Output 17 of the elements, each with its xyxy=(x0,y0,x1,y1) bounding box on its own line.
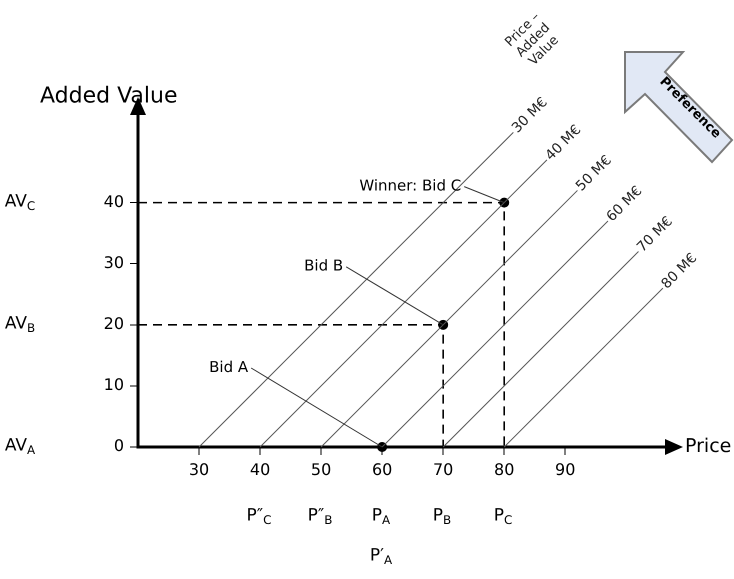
x-axis-title: Price xyxy=(685,434,732,457)
annotation: Winner: Bid C xyxy=(359,176,462,195)
x-tick-label: 90 xyxy=(555,460,576,480)
x-tick-label: 60 xyxy=(372,460,392,480)
y-tick-label: 40 xyxy=(104,192,124,211)
x-tick-label: 30 xyxy=(188,460,210,480)
y-tick-label: 20 xyxy=(104,314,124,333)
y-tick-label: 30 xyxy=(104,252,124,272)
x-tick-label: 80 xyxy=(494,460,514,480)
annotation: Bid B xyxy=(304,256,344,275)
x-tick-label: 50 xyxy=(310,460,332,480)
x-tick-label: 70 xyxy=(432,460,454,480)
y-tick-label: 0 xyxy=(114,436,124,456)
y-tick-label: 10 xyxy=(104,375,124,394)
y-axis-title: Added Value xyxy=(40,84,178,109)
x-tick-label: 40 xyxy=(250,460,270,480)
annotation: Bid A xyxy=(209,358,249,376)
